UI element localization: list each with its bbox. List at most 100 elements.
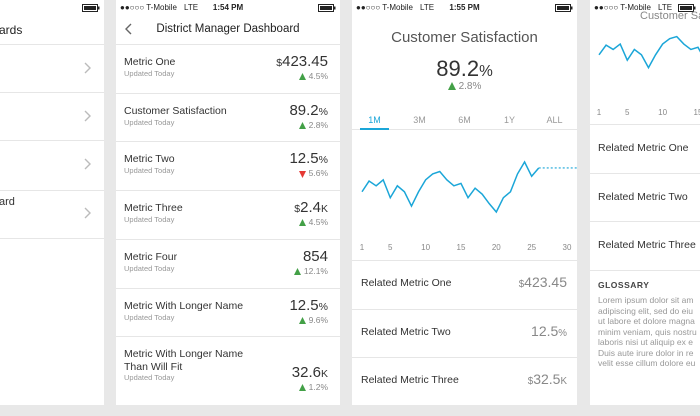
related-name[interactable]: Related Metric Two xyxy=(361,325,451,338)
battery-level xyxy=(84,6,96,10)
change-indicator: 4.5% xyxy=(298,217,328,228)
time-range-tab[interactable]: 6M xyxy=(458,115,471,125)
list-screen: ards ard xyxy=(0,0,104,405)
x-tick-label: 5 xyxy=(625,108,630,117)
icon xyxy=(82,4,100,12)
change-indicator: 4.5% xyxy=(298,71,328,81)
network: LTE xyxy=(184,3,199,12)
change: 2.8% xyxy=(458,81,482,92)
related-name[interactable]: Related Metric Three xyxy=(361,374,459,386)
chart: 1 5 10 15 20 25 30 xyxy=(360,160,577,252)
time-range-tab[interactable]: 1M xyxy=(368,115,381,125)
updated: Updated Today xyxy=(124,117,175,127)
related-name[interactable]: Related Metric One xyxy=(598,142,689,154)
trend-arrow xyxy=(298,121,306,129)
x-tick-label: 20 xyxy=(492,243,501,252)
detail-value: 89.2% xyxy=(436,56,493,81)
icon xyxy=(555,4,573,12)
icon xyxy=(318,4,336,12)
change-indicator: 9.6% xyxy=(298,315,328,325)
x-tick-label: 10 xyxy=(421,243,430,252)
related-name[interactable]: Related Metric Two xyxy=(598,190,688,203)
metric-name[interactable]: Metric Two xyxy=(124,153,175,166)
battery-tip xyxy=(694,6,696,10)
separator xyxy=(116,238,340,240)
separator xyxy=(0,44,104,45)
related-value: 12.5% xyxy=(531,322,567,339)
time-range-tab[interactable]: 1Y xyxy=(503,115,515,125)
icon xyxy=(678,4,696,12)
metric-name[interactable]: Metric With Longer Name xyxy=(124,299,244,312)
battery xyxy=(82,4,98,12)
separator xyxy=(352,357,577,358)
x-tick-label: 1 xyxy=(597,108,602,117)
metric-name[interactable]: Metric Four xyxy=(124,250,178,263)
detail-title: Customer Satisfaction xyxy=(391,29,538,46)
trend-arrow xyxy=(298,384,306,392)
triangle xyxy=(298,219,306,227)
line xyxy=(361,160,540,214)
separator xyxy=(116,336,340,338)
x-tick-label: 10 xyxy=(658,108,667,117)
icon xyxy=(84,110,91,122)
screen-title: ards xyxy=(0,23,23,37)
updated: Updated Today xyxy=(124,312,175,322)
battery-tip xyxy=(98,6,100,10)
separator xyxy=(116,287,340,289)
x-tick-label: 1 xyxy=(360,243,365,252)
change: 1.2% xyxy=(308,382,328,393)
separator xyxy=(352,308,577,310)
time-range-tab[interactable]: ALL xyxy=(546,115,563,125)
dashboard-screen: ●●○○○ T-Mobile LTE 1:54 PM District Manager… xyxy=(116,0,340,405)
metric-value: 32.6K xyxy=(291,364,328,382)
related-name[interactable]: Related Metric One xyxy=(361,277,452,289)
change: 4.5% xyxy=(308,71,328,81)
carrier: ●●○○○ T-Mobile xyxy=(120,3,177,12)
separator xyxy=(116,92,340,94)
change: 4.5% xyxy=(308,217,328,228)
metric-name[interactable]: Metric One xyxy=(124,56,176,68)
separator xyxy=(116,190,340,192)
trend-arrow xyxy=(298,316,306,324)
glossary-text: Duis aute irure dolor in re xyxy=(598,347,694,358)
network: LTE xyxy=(420,3,435,12)
triangle xyxy=(293,268,301,276)
metric-value: $423.45 xyxy=(276,53,328,70)
change-indicator: 2.8% xyxy=(298,120,328,130)
glossary-text: minim veniam, quis nostru xyxy=(598,326,697,337)
triangle xyxy=(298,170,306,178)
trend-arrow xyxy=(298,219,306,227)
trend-arrow xyxy=(447,82,456,91)
metric-name[interactable]: Metric With Longer Name Than Will Fit xyxy=(124,348,244,374)
icon xyxy=(84,62,91,74)
metric-value: $2.4K xyxy=(294,199,328,217)
chevron xyxy=(84,158,91,170)
glossary-text: laboris nisi ut aliquip ex e xyxy=(598,337,693,347)
related-name[interactable]: Related Metric Three xyxy=(598,239,696,251)
time-range-tab[interactable]: 3M xyxy=(413,115,426,125)
separator xyxy=(590,124,700,125)
triangle xyxy=(298,73,306,81)
glossary-text: velit esse cillum dolore eu xyxy=(598,358,696,368)
separator xyxy=(116,44,340,45)
triangle xyxy=(298,121,306,129)
trend-arrow xyxy=(298,170,306,178)
glossary-text: ut labore et dolore magna xyxy=(598,316,695,326)
separator xyxy=(590,221,700,222)
change-indicator: 12.1% xyxy=(293,266,328,276)
x-tick-label: 15 xyxy=(694,108,700,117)
detail-title: Customer Satisfac xyxy=(640,10,700,22)
battery-level xyxy=(680,6,692,10)
metric-name[interactable]: Metric Three xyxy=(124,202,183,215)
battery-tip xyxy=(334,6,336,10)
metric-value: 12.5% xyxy=(289,296,328,314)
separator xyxy=(590,172,700,174)
battery xyxy=(678,4,694,12)
chevron xyxy=(84,207,91,219)
metric-name[interactable]: Customer Satisfaction xyxy=(124,104,227,117)
trend-arrow xyxy=(298,73,306,81)
glossary-text: adipiscing elit, sed do eiu xyxy=(598,305,693,316)
glossary-title: GLOSSARY xyxy=(598,280,650,290)
